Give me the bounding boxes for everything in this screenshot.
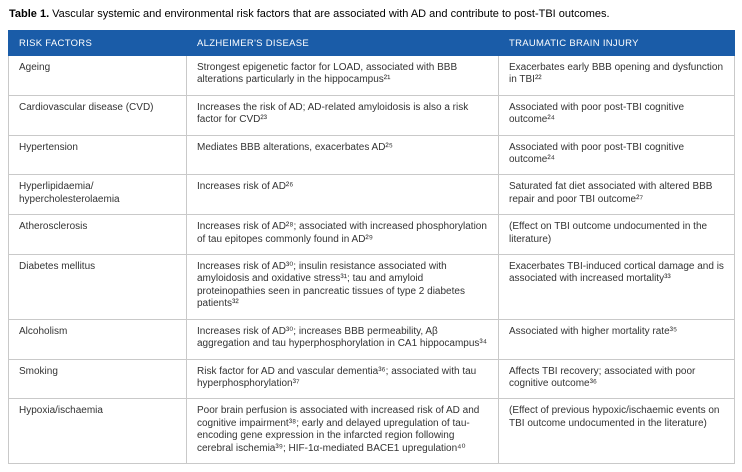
cell-risk-factor: Hyperlipidaemia/ hypercholesterolaemia [8,174,187,216]
cell-risk-factor: Hypertension [8,134,187,176]
cell-alzheimers-disease: Strongest epigenetic factor for LOAD, as… [186,55,499,96]
table-row: Diabetes mellitus Increases risk of AD³⁰;… [8,254,735,320]
table-caption: Table 1. Vascular systemic and environmen… [9,7,734,21]
table-row: Hypoxia/ischaemia Poor brain perfusion is… [8,398,735,464]
column-header-risk-factors: RISK FACTORS [8,30,187,56]
cell-alzheimers-disease: Increases risk of AD³⁰; increases BBB pe… [186,318,499,360]
table-header-row: RISK FACTORS ALZHEIMER'S DISEASE TRAUMAT… [8,30,735,56]
cell-alzheimers-disease: Mediates BBB alterations, exacerbates AD… [186,134,499,176]
table-row: Hyperlipidaemia/ hypercholesterolaemia In… [8,174,735,216]
cell-alzheimers-disease: Increases risk of AD³⁰; insulin resistan… [186,254,499,320]
cell-risk-factor: Cardiovascular disease (CVD) [8,94,187,136]
cell-alzheimers-disease: Poor brain perfusion is associated with … [186,398,499,464]
table-header: RISK FACTORS ALZHEIMER'S DISEASE TRAUMAT… [8,30,735,56]
cell-traumatic-brain-injury: Saturated fat diet associated with alter… [498,174,735,216]
cell-alzheimers-disease: Increases the risk of AD; AD-related amy… [186,94,499,136]
cell-traumatic-brain-injury: Affects TBI recovery; associated with po… [498,358,735,400]
cell-alzheimers-disease: Increases risk of AD²⁸; associated with … [186,214,499,256]
cell-risk-factor: Alcoholism [8,318,187,360]
table-caption-label: Table 1. [9,8,50,20]
table-caption-text: Vascular systemic and environmental risk… [52,8,610,20]
cell-risk-factor: Diabetes mellitus [8,254,187,320]
cell-traumatic-brain-injury: Associated with higher mortality rate³⁵ [498,318,735,360]
cell-traumatic-brain-injury: Exacerbates early BBB opening and dysfun… [498,55,735,96]
table-row: Alcoholism Increases risk of AD³⁰; increa… [8,318,735,360]
cell-risk-factor: Atherosclerosis [8,214,187,256]
cell-traumatic-brain-injury: (Effect of previous hypoxic/ischaemic ev… [498,398,735,464]
column-header-alzheimers-disease: ALZHEIMER'S DISEASE [186,30,499,56]
table-row: Hypertension Mediates BBB alterations, ex… [8,134,735,176]
risk-factors-table: RISK FACTORS ALZHEIMER'S DISEASE TRAUMAT… [8,30,735,464]
cell-risk-factor: Ageing [8,55,187,96]
table-row: Atherosclerosis Increases risk of AD²⁸; a… [8,214,735,256]
cell-alzheimers-disease: Risk factor for AD and vascular dementia… [186,358,499,400]
table-row: Ageing Strongest epigenetic factor for LO… [8,55,735,96]
table-row: Smoking Risk factor for AD and vascular d… [8,358,735,400]
cell-traumatic-brain-injury: (Effect on TBI outcome undocumented in t… [498,214,735,256]
table-body: Ageing Strongest epigenetic factor for LO… [8,55,735,464]
cell-traumatic-brain-injury: Exacerbates TBI-induced cortical damage … [498,254,735,320]
cell-risk-factor: Smoking [8,358,187,400]
cell-traumatic-brain-injury: Associated with poor post-TBI cognitive … [498,94,735,136]
column-header-traumatic-brain-injury: TRAUMATIC BRAIN INJURY [498,30,735,56]
cell-risk-factor: Hypoxia/ischaemia [8,398,187,464]
cell-alzheimers-disease: Increases risk of AD²⁶ [186,174,499,216]
table-row: Cardiovascular disease (CVD) Increases th… [8,94,735,136]
cell-traumatic-brain-injury: Associated with poor post-TBI cognitive … [498,134,735,176]
